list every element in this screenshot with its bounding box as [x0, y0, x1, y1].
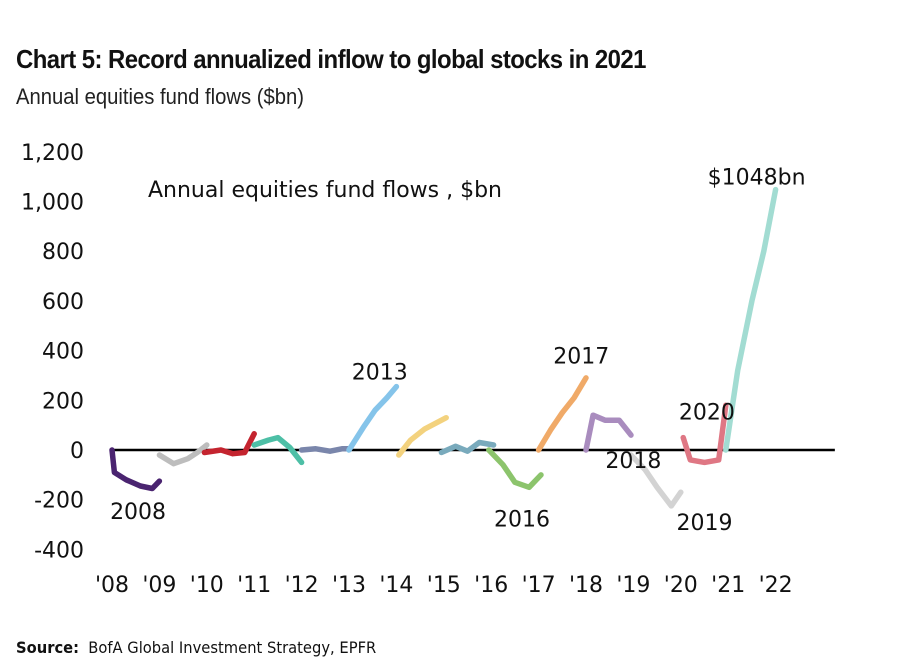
annotation-label: 2008: [110, 500, 166, 525]
x-tick-label: '08: [95, 573, 129, 598]
series-line-2019: [628, 452, 684, 509]
y-tick-label: 200: [42, 389, 84, 414]
x-tick-label: '09: [142, 573, 176, 598]
x-tick-label: '17: [522, 573, 556, 598]
x-tick-label: '19: [616, 573, 650, 598]
x-tick-label: '22: [759, 573, 793, 598]
series-line-2020: [680, 402, 729, 466]
x-tick-label: '12: [285, 573, 319, 598]
series-line-2009: [156, 442, 210, 467]
series-line-2018: [583, 412, 634, 453]
annotation-label: 2013: [352, 361, 408, 386]
annotation-label: 2018: [605, 449, 661, 474]
x-tick-label: '21: [711, 573, 745, 598]
y-tick-label: -400: [34, 538, 84, 563]
series-line-2014: [396, 414, 449, 458]
y-tick-label: 1,000: [21, 191, 84, 216]
x-tick-label: '20: [664, 573, 698, 598]
x-tick-label: '13: [332, 573, 366, 598]
series-line-2017: [535, 375, 589, 453]
series-line-2013: [346, 383, 400, 453]
source-label: Source:: [16, 638, 80, 657]
series-line-2008: [109, 447, 163, 492]
series-line-2015: [438, 439, 497, 456]
chart-subtitle: Annual equities fund flows ($bn): [16, 84, 305, 109]
x-tick-label: '10: [190, 573, 224, 598]
x-tick-label: '18: [569, 573, 603, 598]
x-tick-label: '16: [474, 573, 508, 598]
series-line-2016: [486, 447, 544, 491]
annotation-label: 2020: [679, 400, 735, 425]
x-tick-label: '14: [379, 573, 413, 598]
annotation-label: $1048bn: [708, 166, 806, 191]
y-tick-label: 400: [42, 340, 84, 365]
annotation-label: 2017: [553, 345, 609, 370]
series-line-2011: [251, 434, 305, 466]
y-tick-label: -200: [34, 489, 84, 514]
series-line-2012: [298, 446, 352, 454]
chart-title: Chart 5: Record annualized inflow to glo…: [16, 44, 646, 74]
y-tick-label: 600: [42, 290, 84, 315]
y-tick-label: 1,200: [21, 141, 84, 166]
y-tick-label: 800: [42, 240, 84, 265]
annotation-label: 2019: [677, 511, 733, 536]
x-tick-label: '15: [427, 573, 461, 598]
source-note: Source: BofA Global Investment Strategy, …: [16, 638, 376, 657]
y-tick-label: 0: [70, 439, 84, 464]
source-text: BofA Global Investment Strategy, EPFR: [88, 638, 377, 657]
x-tick-label: '11: [237, 573, 271, 598]
series-line-2021: [723, 186, 779, 453]
series-line-2010: [201, 431, 257, 457]
inner-chart-title: Annual equities fund flows , $bn: [148, 178, 502, 203]
annotation-label: 2016: [494, 507, 550, 532]
